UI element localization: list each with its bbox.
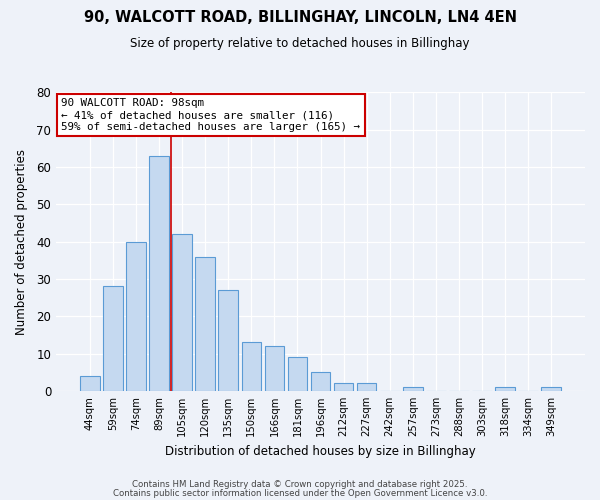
Text: 90 WALCOTT ROAD: 98sqm
← 41% of detached houses are smaller (116)
59% of semi-de: 90 WALCOTT ROAD: 98sqm ← 41% of detached… [61,98,361,132]
Bar [149,156,169,391]
Bar [334,384,353,391]
Y-axis label: Number of detached properties: Number of detached properties [15,148,28,334]
Text: Contains HM Land Registry data © Crown copyright and database right 2025.: Contains HM Land Registry data © Crown c… [132,480,468,489]
Bar [218,290,238,391]
Bar [172,234,192,391]
Bar [287,358,307,391]
Bar [265,346,284,391]
Text: 90, WALCOTT ROAD, BILLINGHAY, LINCOLN, LN4 4EN: 90, WALCOTT ROAD, BILLINGHAY, LINCOLN, L… [83,10,517,25]
Text: Contains public sector information licensed under the Open Government Licence v3: Contains public sector information licen… [113,488,487,498]
Bar [242,342,261,391]
Bar [403,387,422,391]
Bar [541,387,561,391]
X-axis label: Distribution of detached houses by size in Billinghay: Distribution of detached houses by size … [165,444,476,458]
Bar [196,256,215,391]
Bar [311,372,331,391]
Text: Size of property relative to detached houses in Billinghay: Size of property relative to detached ho… [130,38,470,51]
Bar [103,286,123,391]
Bar [80,376,100,391]
Bar [126,242,146,391]
Bar [495,387,515,391]
Bar [357,384,376,391]
